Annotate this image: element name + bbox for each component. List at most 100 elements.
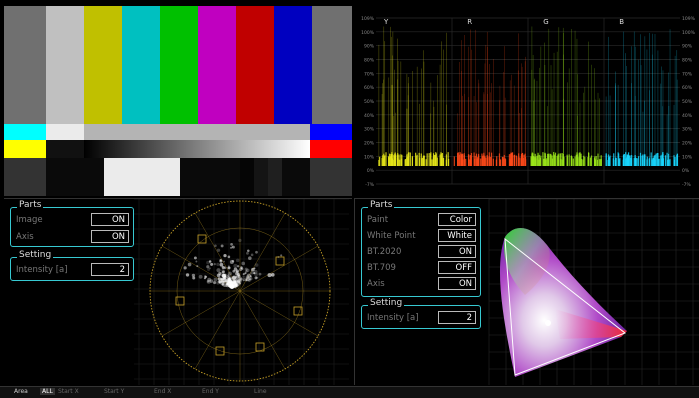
vector-parts-row-axis[interactable]: Axis ON [11, 229, 133, 245]
vector-trace-point [198, 274, 203, 279]
pluge-patch [180, 158, 240, 196]
gray-patch [84, 124, 310, 140]
waveform-scale-left-label: 40% [364, 113, 375, 119]
vector-trace-point [255, 250, 258, 254]
end-x-field[interactable]: End X [154, 388, 172, 395]
vector-setting-group: Setting Intensity [a] 2 [10, 250, 134, 281]
waveform-scale-left-label: -7% [365, 182, 374, 188]
cie-intensity-row[interactable]: Intensity [a] 2 [362, 310, 480, 326]
cie-bt2020-label: BT.2020 [367, 247, 402, 257]
vector-trace-point [238, 238, 242, 243]
cie-white-point [545, 320, 551, 326]
start-x-field[interactable]: Start X [58, 388, 79, 395]
vector-trace-point [206, 280, 210, 283]
vector-trace-point [210, 262, 214, 266]
vector-trace-point [249, 278, 252, 281]
vector-intensity-row[interactable]: Intensity [a] 2 [11, 262, 133, 278]
cie-whitepoint-row[interactable]: White Point White [362, 228, 480, 244]
cie-paint-value[interactable]: Color [438, 213, 476, 226]
vector-trace-point [221, 274, 224, 277]
vector-parts-row-image[interactable]: Image ON [11, 212, 133, 228]
vector-trace-point [227, 283, 231, 287]
vector-axis-line [194, 290, 241, 370]
vector-trace-point [217, 277, 222, 281]
area-selection-bar: Area ALL Start X Start Y End X End Y Lin… [0, 386, 699, 398]
vector-trace-point [228, 279, 233, 284]
cie-bt2020-value[interactable]: ON [438, 245, 476, 258]
waveform-scale-right-label: 70% [682, 71, 693, 77]
vector-trace-point [270, 272, 275, 277]
cie-bt2020-row[interactable]: BT.2020 ON [362, 244, 480, 260]
vector-trace-point [228, 276, 232, 280]
vector-trace-point [248, 279, 251, 282]
vector-trace-point [216, 248, 221, 252]
vector-trace-point [233, 263, 238, 268]
cie-axis-value[interactable]: ON [438, 277, 476, 290]
vector-target-box [275, 256, 285, 266]
vector-trace-point [248, 256, 252, 260]
vector-trace-point [235, 269, 239, 273]
vector-trace-point [223, 253, 227, 258]
waveform-scale-right-label: 109% [682, 16, 696, 22]
vector-intensity-value[interactable]: 2 [91, 263, 129, 276]
waveform-scale-left-label: 60% [364, 85, 375, 91]
cie-whitepoint-label: White Point [367, 231, 416, 241]
vector-trace-point [235, 280, 239, 285]
pluge-patch [310, 158, 352, 196]
vector-trace-point [242, 279, 245, 282]
vector-trace-point [239, 280, 243, 283]
vector-axis-value[interactable]: ON [91, 230, 129, 243]
vector-trace-point [253, 271, 256, 275]
waveform-scale-right-label: 40% [682, 113, 693, 119]
pluge-patch [4, 158, 46, 196]
vector-trace-point [246, 251, 249, 255]
pluge-patch [282, 158, 310, 196]
vector-trace-point [222, 274, 227, 279]
cie-bt709-value[interactable]: OFF [438, 261, 476, 274]
cie-bt709-label: BT.709 [367, 263, 396, 273]
vector-trace-point [235, 275, 238, 278]
start-y-field[interactable]: Start Y [104, 388, 125, 395]
vector-trace-point [222, 277, 227, 282]
vector-trace-point [245, 275, 250, 280]
cie-axis-label: Axis [367, 279, 385, 289]
vector-image-value[interactable]: ON [91, 213, 129, 226]
vector-parts-title: Parts [17, 200, 44, 210]
vector-trace-point [220, 277, 223, 281]
waveform-monitor: 109% 109% 100% 100% 90% 90% 80% 80% 70% 70% 60% 60%… [361, 16, 696, 188]
end-y-field[interactable]: End Y [202, 388, 219, 395]
vector-axis-line [239, 290, 286, 370]
vector-trace-point [206, 265, 210, 269]
cie-axis-row[interactable]: Axis ON [362, 276, 480, 292]
vector-trace-point [224, 275, 227, 279]
vector-trace-point [218, 280, 222, 284]
vector-trace-point [250, 271, 254, 275]
vector-trace-point [267, 273, 272, 278]
vector-trace-point [227, 271, 232, 276]
vector-trace-point [231, 260, 235, 263]
vector-trace-point [219, 259, 223, 263]
vector-trace-point [247, 249, 250, 252]
vector-trace-point [242, 275, 245, 278]
cie-paint-row[interactable]: Paint Color [362, 212, 480, 228]
waveform-scale-right-label: 0% [682, 168, 690, 174]
vector-trace-point [209, 279, 214, 283]
vector-trace-point [242, 273, 245, 276]
vectorscope-display [134, 199, 349, 385]
area-label: Area [14, 388, 28, 395]
cie-diagram [488, 199, 699, 385]
vector-trace-point [227, 255, 231, 259]
area-all-button[interactable]: ALL [40, 388, 55, 395]
cie-setting-title: Setting [368, 298, 405, 308]
waveform-scale-right-label: 30% [682, 127, 693, 133]
vector-trace-point [232, 284, 237, 289]
vector-axis-line [239, 212, 286, 292]
cie-whitepoint-value[interactable]: White [438, 229, 476, 242]
cie-bt709-row[interactable]: BT.709 OFF [362, 260, 480, 276]
vector-trace-point [254, 276, 258, 280]
cie-intensity-value[interactable]: 2 [438, 311, 476, 324]
vector-target-box [255, 342, 265, 352]
vector-trace-point [223, 266, 227, 270]
line-field[interactable]: Line [254, 388, 267, 395]
vector-trace-point [245, 270, 248, 273]
